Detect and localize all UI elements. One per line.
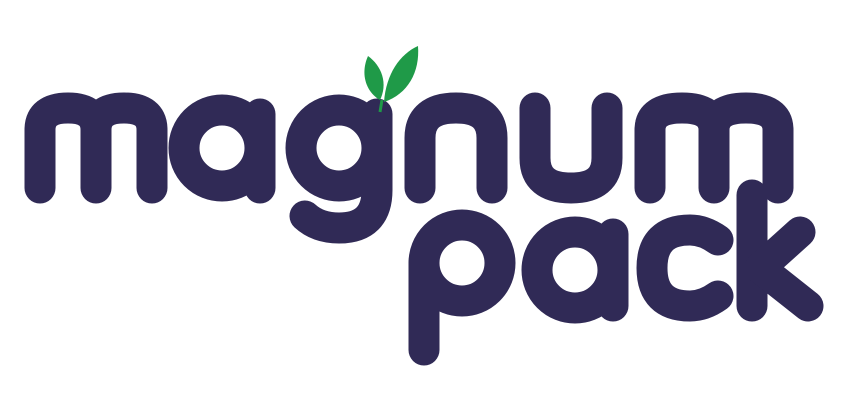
letter-c [636,214,734,322]
wordmark-line-magnum [24,92,794,244]
leaf-sprout-icon [364,46,419,113]
letter-m-2 [634,92,794,204]
letter-m [24,92,168,204]
letter-u [519,92,623,204]
wordmark-line-pack [408,179,824,366]
wordmark [24,92,824,366]
leaf-stem [378,99,384,113]
letter-g-stem [289,98,393,244]
letter-n [404,92,508,204]
leaf-left [364,56,384,100]
letter-k-arms [744,216,824,322]
leaf-right [384,46,419,102]
